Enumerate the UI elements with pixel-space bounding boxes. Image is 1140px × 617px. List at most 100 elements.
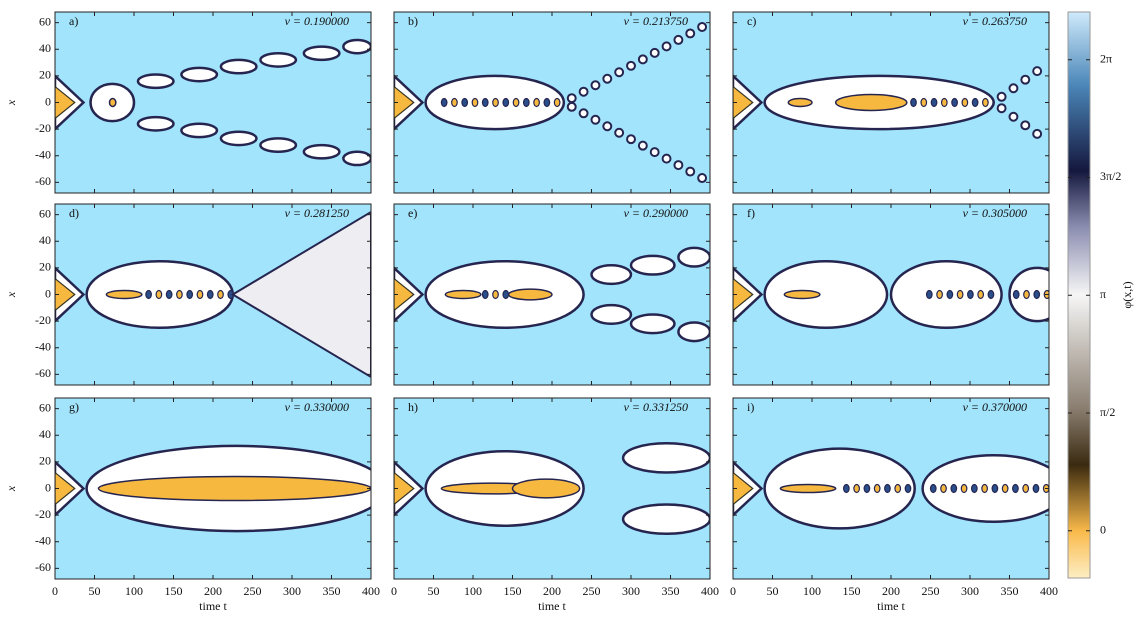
colorbar-tick-label: 0 [1100,523,1106,537]
field-lobe [673,160,684,171]
field-lobe [981,483,988,494]
field-lobe [621,503,710,535]
panel-label: d) [69,206,79,220]
x-tick-label: 250 [244,584,262,598]
x-tick-label: 100 [464,584,482,598]
field-lobe [936,289,943,300]
field-lobe [863,483,871,494]
field-lobe [533,97,540,108]
field-lobe [637,140,648,151]
colorbar-label: φ(x,t) [1120,281,1134,308]
field-lobe [977,289,985,300]
x-tick-label: 250 [922,584,940,598]
field-lobe [970,483,978,494]
kink-core [394,471,415,506]
y-axis-label: x [4,99,18,106]
field-lobe [1032,128,1043,139]
panel-label: h) [408,400,418,414]
panel-label: i) [747,400,754,414]
field-lobe [951,97,958,108]
heatmap [394,204,710,385]
x-tick-label: 0 [52,584,58,598]
kink-core [394,85,415,120]
field-lobe [987,289,995,300]
y-tick-label: 60 [39,400,51,414]
field-lobe [1001,483,1009,494]
field-lobe [783,289,821,300]
field-lobe [873,483,881,494]
x-axis-label: time t [877,599,905,613]
y-axis-label: x [4,485,18,492]
x-tick-label: 250 [583,584,601,598]
field-lobe [779,483,837,494]
field-lobe [1032,66,1043,77]
field-lobe [590,114,601,125]
kink-core [55,471,76,506]
y-tick-label: 40 [39,233,51,247]
x-tick-label: 200 [543,584,561,598]
y-tick-label: -40 [35,147,51,161]
y-tick-label: 0 [45,94,51,108]
velocity-annotation: v = 0.281250 [285,206,349,220]
x-tick-label: 50 [428,584,440,598]
field-lobe [940,97,948,108]
field-lobe [940,483,947,494]
heatmap [733,204,1049,385]
field-lobe [673,34,684,45]
x-tick-label: 350 [662,584,680,598]
y-tick-label: 20 [39,260,51,274]
field-lobe [543,97,551,108]
field-lobe [697,21,708,32]
kink-core [733,277,754,312]
heatmap [733,12,1049,193]
field-lobe [471,97,479,108]
field-lobe [685,166,696,177]
x-tick-label: 300 [622,584,640,598]
x-tick-label: 150 [165,584,183,598]
field-lobe [145,289,152,300]
field-lobe [492,289,499,300]
field-lobe [637,54,648,65]
field-lobe [967,289,974,300]
field-lobe [1012,483,1019,494]
field-lobe [105,289,143,300]
field-lobe [763,447,916,530]
field-lobe [302,143,341,160]
field-lobe [507,288,553,301]
field-lobe [440,97,448,108]
heatmap [394,398,710,579]
field-lobe [904,483,912,494]
field-lobe [614,127,625,138]
x-tick-label: 200 [882,584,900,598]
field-lobe [502,97,510,108]
x-tick-label: 150 [843,584,861,598]
radiation-fan [230,210,371,379]
field-lobe [481,289,489,300]
y-tick-label: 40 [39,41,51,55]
x-tick-label: 50 [767,584,779,598]
field-lobe [661,153,672,164]
field-lobe [1020,74,1031,85]
field-lobe [929,483,937,494]
velocity-annotation: v = 0.305000 [963,206,1027,220]
field-lobe [511,478,581,499]
y-tick-label: 0 [45,480,51,494]
x-tick-label: 350 [1001,584,1019,598]
field-lobe [1008,83,1019,94]
velocity-annotation: v = 0.190000 [285,14,349,28]
field-lobe [1012,289,1020,300]
x-tick-label: 100 [803,584,821,598]
kink-core [55,277,76,312]
heatmap [394,12,710,193]
field-lobe [763,259,889,330]
field-lobe [512,97,520,108]
x-axis-label: time t [199,599,227,613]
field-lobe [996,103,1007,114]
field-lobe [180,122,219,139]
field-lobe [621,442,710,474]
y-tick-label: 60 [39,206,51,220]
field-lobe [176,289,183,300]
field-lobe [946,289,954,300]
